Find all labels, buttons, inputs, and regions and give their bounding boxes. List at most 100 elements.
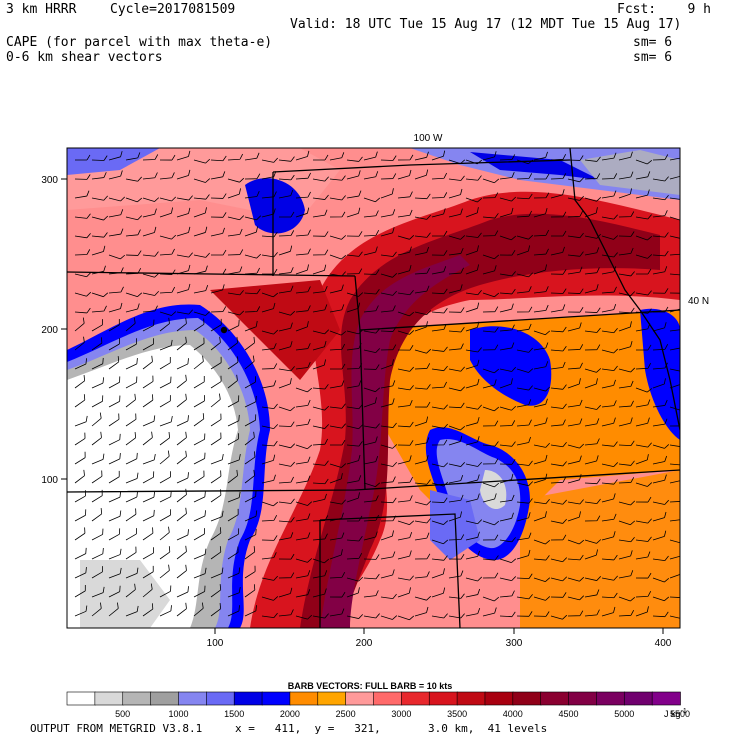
wind-barb bbox=[295, 570, 311, 579]
wind-barb bbox=[176, 602, 187, 617]
wind-barb bbox=[295, 172, 311, 180]
wind-barb bbox=[210, 356, 222, 370]
wind-barb bbox=[176, 374, 187, 389]
grid-resolution: 3.0 km, 41 levels bbox=[428, 722, 548, 735]
wind-barb bbox=[210, 470, 222, 484]
wind-barb bbox=[601, 462, 619, 468]
wind-barb bbox=[431, 192, 448, 199]
wind-barb bbox=[295, 150, 310, 161]
wind-barb bbox=[482, 493, 497, 503]
wind-barb bbox=[346, 231, 363, 237]
wind-barb bbox=[176, 450, 187, 465]
wind-barb bbox=[414, 285, 430, 294]
wind-barb bbox=[550, 361, 566, 370]
wind-barb bbox=[397, 209, 413, 218]
wind-barb bbox=[193, 158, 211, 164]
wind-barb bbox=[312, 570, 328, 579]
wind-barb bbox=[635, 235, 653, 241]
wind-barb bbox=[380, 173, 397, 180]
wind-barb bbox=[414, 384, 431, 390]
wind-barb bbox=[363, 364, 380, 370]
wind-barb bbox=[108, 209, 124, 218]
wind-barb bbox=[652, 322, 667, 332]
wind-barb bbox=[159, 339, 173, 351]
wind-barb bbox=[142, 547, 154, 560]
wind-barb bbox=[482, 292, 500, 298]
wind-barb bbox=[516, 245, 531, 256]
wind-barb bbox=[635, 189, 650, 199]
wind-barb bbox=[380, 515, 397, 522]
wind-barb bbox=[669, 378, 680, 389]
wind-barb bbox=[295, 589, 311, 598]
wind-barb bbox=[312, 209, 328, 218]
wind-barb bbox=[635, 214, 652, 220]
wind-barb bbox=[329, 512, 344, 522]
wind-barb bbox=[618, 171, 634, 180]
wind-barb bbox=[567, 322, 582, 332]
wind-barb bbox=[278, 211, 295, 218]
wind-barb bbox=[465, 417, 480, 427]
wind-barb bbox=[244, 152, 260, 161]
wind-barb bbox=[210, 171, 226, 180]
wind-barb bbox=[397, 246, 412, 256]
legend-colorbar bbox=[66, 691, 681, 706]
wind-barb bbox=[125, 152, 141, 161]
wind-barb bbox=[516, 286, 532, 294]
wind-barb bbox=[91, 155, 108, 161]
wind-barb bbox=[74, 307, 91, 314]
wind-barb bbox=[159, 234, 177, 240]
wind-barb bbox=[652, 474, 667, 484]
wind-barb bbox=[261, 191, 277, 199]
wind-barb bbox=[618, 247, 634, 256]
wind-barb bbox=[74, 358, 87, 370]
wind-barb bbox=[142, 375, 154, 389]
wind-barb bbox=[210, 227, 225, 237]
wind-barb bbox=[108, 470, 120, 484]
wind-barb bbox=[125, 605, 139, 617]
wind-barb bbox=[142, 154, 159, 161]
wind-barb bbox=[601, 606, 616, 617]
wind-barb bbox=[414, 500, 432, 506]
wind-barb bbox=[465, 378, 480, 389]
wind-barb bbox=[125, 267, 142, 275]
wind-barb bbox=[533, 361, 549, 370]
wind-barb bbox=[312, 588, 327, 598]
wind-barb bbox=[482, 406, 500, 412]
wind-barb bbox=[125, 583, 136, 598]
wind-barb bbox=[635, 551, 651, 560]
wind-barb bbox=[142, 338, 155, 351]
wind-barb bbox=[193, 252, 210, 258]
wind-barb bbox=[227, 228, 243, 237]
wind-barb bbox=[159, 172, 175, 180]
wind-barb bbox=[601, 575, 618, 581]
wind-barb bbox=[176, 545, 187, 560]
wind-barb bbox=[346, 156, 363, 162]
wind-barb bbox=[295, 614, 313, 620]
wind-barb bbox=[414, 437, 430, 446]
wind-barb bbox=[74, 567, 87, 579]
wind-barb bbox=[142, 491, 156, 503]
wind-barb bbox=[380, 344, 397, 351]
wind-barb bbox=[584, 455, 599, 465]
wind-barb bbox=[482, 368, 500, 374]
wind-barb bbox=[397, 421, 414, 428]
wind-barb bbox=[312, 285, 328, 294]
wind-barb bbox=[516, 193, 533, 200]
wind-barb bbox=[499, 366, 517, 372]
wind-barb bbox=[482, 458, 499, 465]
wind-barb bbox=[108, 254, 126, 260]
wind-barb bbox=[567, 155, 584, 161]
wind-barb bbox=[567, 499, 584, 505]
wind-barb bbox=[91, 195, 108, 201]
wind-barb bbox=[193, 491, 206, 503]
wind-barb bbox=[499, 441, 516, 447]
wind-barb bbox=[125, 338, 138, 351]
wind-barb bbox=[448, 593, 465, 599]
wind-barb bbox=[550, 304, 566, 313]
wind-barb bbox=[397, 311, 415, 317]
wind-barb bbox=[499, 342, 515, 351]
wind-barb bbox=[380, 155, 397, 161]
wind-barb bbox=[142, 251, 159, 257]
wind-barb bbox=[465, 347, 482, 353]
axis-ticks bbox=[61, 178, 664, 634]
